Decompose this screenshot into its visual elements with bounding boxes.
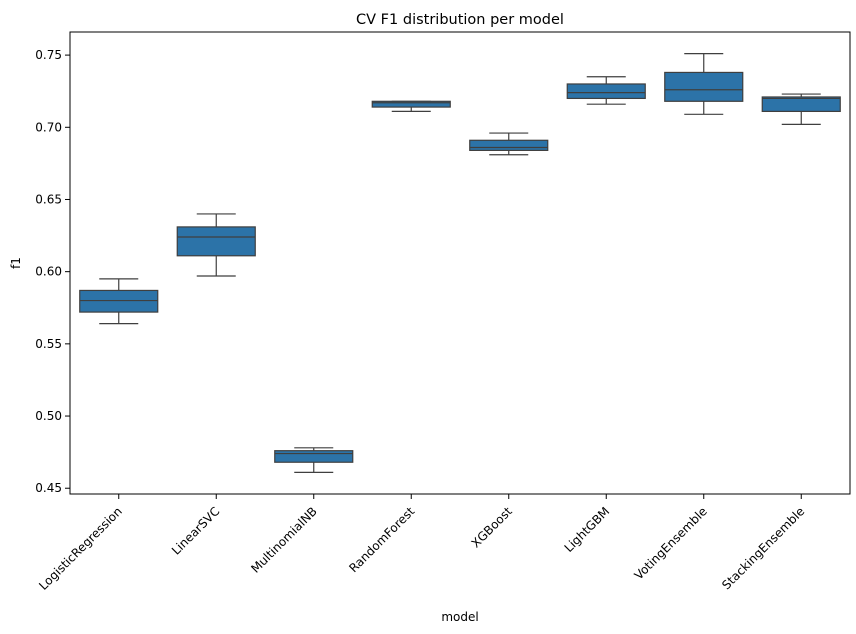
x-axis: LogisticRegression LinearSVC MultinomialNB…	[36, 494, 807, 593]
x-tick-label: LinearSVC	[169, 504, 222, 557]
chart-title: CV F1 distribution per model	[356, 12, 564, 28]
box-group	[274, 447, 354, 473]
y-tick-label: 0.70	[35, 120, 62, 134]
iqr-box	[566, 83, 646, 100]
x-tick-label: StackingEnsemble	[719, 504, 807, 592]
box-group	[176, 213, 256, 277]
box-group	[469, 132, 549, 156]
iqr-box	[664, 71, 744, 102]
x-tick-label: XGBoost	[469, 504, 515, 550]
box-group	[371, 100, 451, 113]
x-tick-label: VotingEnsemble	[632, 504, 710, 582]
iqr-box	[274, 450, 354, 463]
iqr-box	[371, 100, 451, 108]
y-tick-label: 0.45	[35, 481, 62, 495]
x-axis-label: model	[441, 610, 478, 624]
y-tick-label: 0.75	[35, 48, 62, 62]
box-group	[761, 93, 841, 126]
iqr-box	[176, 226, 256, 257]
x-tick-label: LightGBM	[562, 504, 613, 555]
y-axis: 0.45 0.50 0.55 0.60 0.65 0.70 0.75	[35, 48, 70, 495]
y-tick-label: 0.50	[35, 409, 62, 423]
box-group	[79, 278, 159, 325]
iqr-box	[761, 96, 841, 113]
x-tick-label: RandomForest	[346, 504, 417, 575]
x-tick-label: MultinomialNB	[248, 504, 320, 576]
y-tick-label: 0.55	[35, 337, 62, 351]
box-group	[664, 53, 744, 115]
boxes-layer	[79, 53, 841, 473]
box-group	[566, 76, 646, 105]
y-axis-label: f1	[9, 257, 23, 269]
iqr-box	[79, 289, 159, 313]
plot-frame	[69, 31, 851, 495]
iqr-box	[469, 139, 549, 151]
x-tick-label: LogisticRegression	[36, 504, 125, 593]
y-tick-label: 0.65	[35, 192, 62, 206]
y-tick-label: 0.60	[35, 265, 62, 279]
